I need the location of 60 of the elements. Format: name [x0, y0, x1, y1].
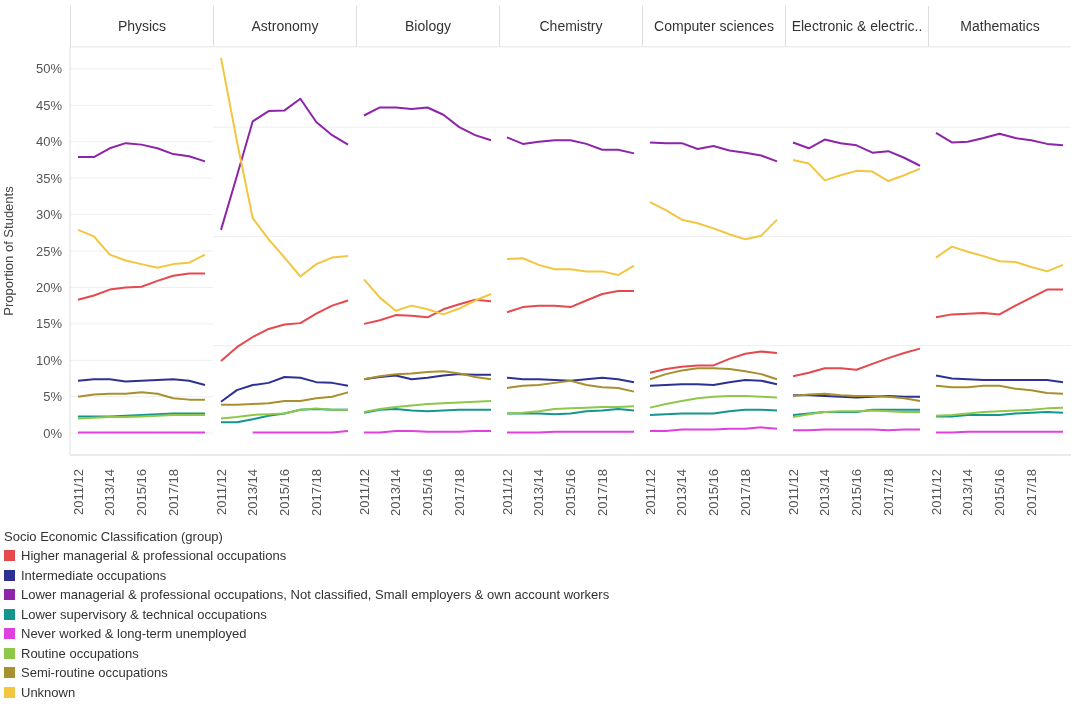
x-tick-label: 2013/14 [245, 469, 261, 516]
chart-title: Chemistry [499, 6, 642, 47]
x-tick-label: 2013/14 [531, 469, 547, 516]
y-tick-label: 45% [35, 97, 63, 113]
x-tick-label: 2017/18 [880, 469, 896, 516]
line-series [77, 142, 206, 163]
line-series [77, 272, 206, 301]
y-tick-label: 15% [35, 316, 63, 332]
x-tick-label: 2011/12 [928, 469, 944, 516]
x-tick-label: 2011/12 [213, 469, 229, 516]
x-tick-label: 2011/12 [356, 469, 372, 516]
legend-label: Intermediate occupations [21, 567, 167, 583]
x-tick-label: 2017/18 [1023, 469, 1039, 516]
legend-title: Socio Economic Classification (group) [4, 529, 224, 544]
x-tick-label: 2015/16 [277, 469, 292, 516]
y-axis-title: Proportion of Students [0, 185, 16, 316]
chart-title: Computer sciences [642, 6, 785, 47]
x-tick-label: 2017/18 [308, 469, 324, 516]
line-series [77, 228, 206, 269]
x-tick-label: 2017/18 [737, 469, 753, 516]
y-tick-label: 10% [35, 352, 63, 368]
legend-label: Never worked & long-term unemployed [21, 626, 247, 642]
y-tick-label: 25% [35, 243, 63, 259]
x-tick-label: 2013/14 [102, 469, 118, 516]
y-tick-label: 30% [35, 207, 63, 223]
x-tick-label: 2017/18 [594, 469, 610, 516]
chart-title: Electronic & electric.. [785, 6, 928, 47]
x-tick-label: 2017/18 [451, 469, 467, 516]
x-tick-label: 2015/16 [706, 469, 721, 516]
legend-label: Routine occupations [21, 645, 139, 661]
y-tick-label: 35% [35, 170, 63, 186]
x-tick-label: 2015/16 [849, 469, 864, 516]
x-tick-label: 2015/16 [134, 469, 149, 516]
x-tick-label: 2011/12 [70, 469, 86, 516]
x-tick-label: 2011/12 [642, 469, 658, 516]
x-tick-label: 2013/14 [674, 469, 690, 516]
x-tick-label: 2013/14 [960, 469, 976, 516]
chart-title: Physics [70, 6, 213, 47]
y-tick-label: 50% [35, 61, 63, 77]
x-tick-label: 2015/16 [420, 469, 435, 516]
chart-title: Mathematics [928, 6, 1071, 47]
y-tick-label: 5% [43, 389, 63, 405]
legend-label: Lower supervisory & technical occupations [21, 606, 267, 622]
chart-title: Astronomy [213, 6, 356, 47]
x-tick-label: 2011/12 [499, 469, 515, 516]
legend-label: Higher managerial & professional occupations [21, 548, 287, 564]
x-tick-label: 2013/14 [817, 469, 833, 516]
x-tick-label: 2011/12 [785, 469, 801, 516]
x-tick-label: 2015/16 [992, 469, 1007, 516]
legend-label: Semi-routine occupations [21, 665, 168, 681]
x-tick-label: 2013/14 [388, 469, 404, 516]
y-tick-label: 0% [43, 425, 63, 441]
legend-label: Lower managerial & professional occupations, Not classified, Small employers & own account workers [21, 587, 610, 603]
line-series [77, 391, 206, 401]
y-tick-label: 20% [35, 280, 63, 296]
x-tick-label: 2017/18 [165, 469, 181, 516]
y-tick-label: 40% [35, 134, 63, 150]
chart-title: Biology [356, 6, 499, 47]
x-tick-label: 2015/16 [563, 469, 578, 516]
legend-label: Unknown [21, 684, 76, 700]
